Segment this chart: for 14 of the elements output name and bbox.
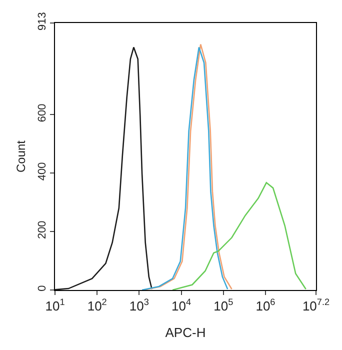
x-tick-label: 10$^{3}$ bbox=[129, 297, 149, 314]
x-tick-label: 10$^{5}$ bbox=[214, 297, 234, 314]
x-tick-label: 10$^{7.2}$ bbox=[302, 297, 330, 314]
x-tick-label: 10$^{4}$ bbox=[172, 297, 192, 314]
y-tick-label: 600 bbox=[36, 104, 49, 122]
y-tick-label: 200 bbox=[36, 220, 49, 240]
y-tick-label: 913 bbox=[36, 12, 49, 31]
x-tick-label: 10$^{6}$ bbox=[256, 297, 276, 314]
x-axis-title: APC-H bbox=[165, 325, 206, 340]
y-tick-label: 0 bbox=[36, 285, 49, 292]
y-tick-label: 400 bbox=[36, 162, 49, 181]
y-axis-title: Count bbox=[14, 140, 28, 173]
x-tick-label: 10$^{2}$ bbox=[87, 297, 107, 314]
x-tick-label: 10$^{1}$ bbox=[45, 297, 65, 314]
